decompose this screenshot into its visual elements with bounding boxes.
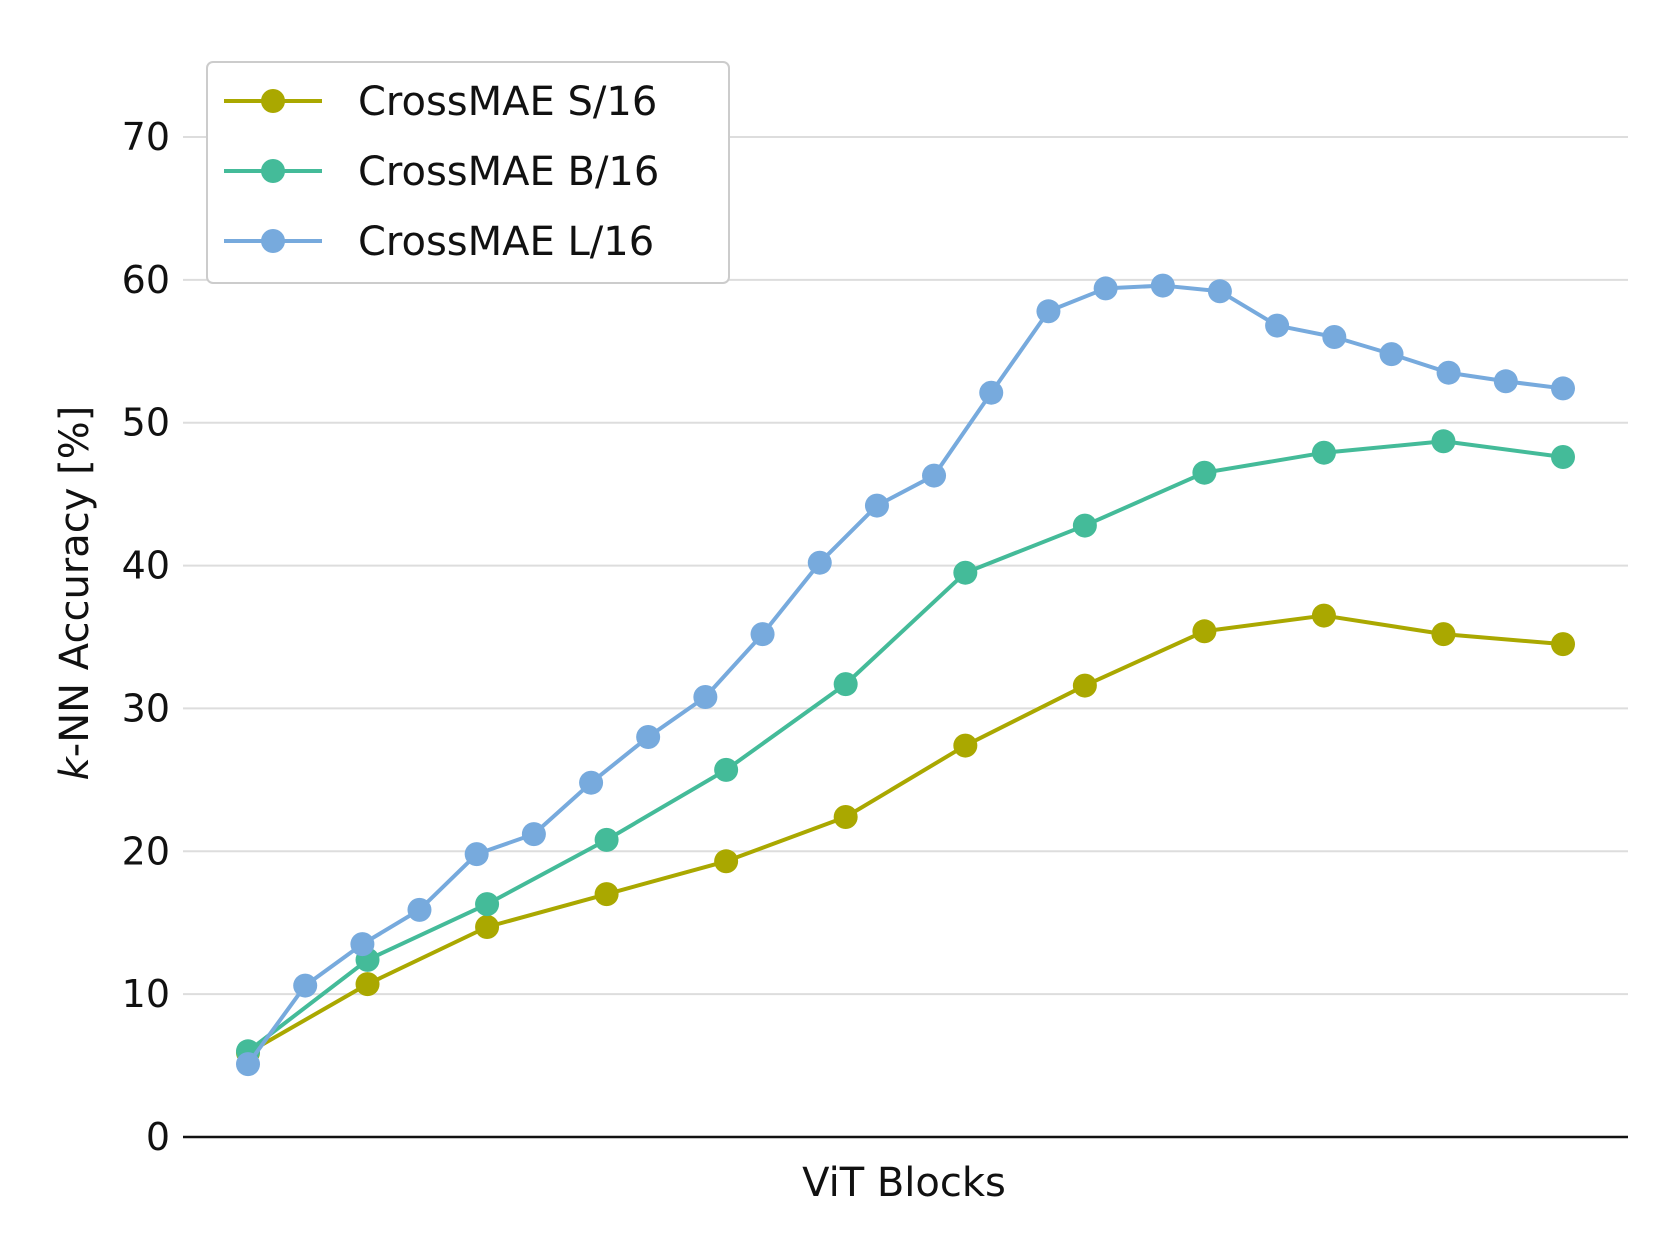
data-point: [833, 672, 858, 697]
data-point: [1551, 632, 1575, 657]
data-point: [693, 685, 718, 709]
legend-marker-3: [261, 229, 285, 253]
legend-label-3: CrossMAE L/16: [358, 219, 654, 265]
data-point: [1311, 440, 1336, 465]
legend-marker-2: [261, 159, 285, 183]
data-point: [636, 725, 661, 749]
data-point: [1436, 360, 1461, 385]
data-point: [579, 770, 604, 795]
data-point: [293, 973, 318, 998]
data-point: [1150, 273, 1175, 298]
y-tick-label-0: 0: [146, 1115, 170, 1159]
data-point: [1311, 603, 1336, 628]
data-point: [1192, 619, 1217, 644]
data-point: [1036, 299, 1061, 324]
data-point: [521, 822, 546, 847]
legend-label-1: CrossMAE S/16: [358, 79, 657, 125]
data-point: [1265, 313, 1290, 338]
data-point: [714, 849, 739, 874]
data-point: [807, 550, 832, 575]
data-point: [594, 882, 619, 907]
data-point: [922, 463, 947, 488]
data-point: [1431, 622, 1456, 647]
legend-frame: [206, 61, 730, 284]
data-point: [1551, 376, 1575, 401]
data-point: [1093, 276, 1118, 301]
data-point: [1551, 445, 1575, 469]
y-axis-label: k-NN Accuracy [%]: [52, 406, 98, 781]
series-line-2: [246, 439, 1564, 1053]
data-point: [594, 827, 619, 852]
y-tick-label-70: 70: [122, 115, 170, 159]
data-point: [750, 622, 775, 647]
data-point: [864, 493, 889, 518]
data-point: [1322, 325, 1347, 349]
y-axis-label-italic: k: [52, 755, 98, 780]
series-2: [236, 429, 1575, 1064]
data-point: [355, 972, 380, 997]
legend-marker-1: [261, 89, 285, 113]
data-point: [979, 380, 1004, 405]
data-point: [1379, 342, 1404, 367]
series-1: [236, 603, 1575, 1065]
y-tick-label-40: 40: [122, 544, 170, 588]
data-point: [833, 805, 858, 829]
y-tick-label-50: 50: [122, 401, 170, 445]
data-point: [350, 932, 375, 957]
y-tick-label-10: 10: [122, 972, 170, 1016]
data-point: [1493, 369, 1518, 394]
series-layer: [236, 273, 1575, 1077]
legend-label-2: CrossMAE B/16: [358, 149, 659, 195]
series-line-1: [247, 613, 1564, 1055]
data-point: [953, 733, 978, 758]
series-3: [236, 273, 1575, 1077]
data-point: [953, 560, 978, 585]
x-axis-label: ViT Blocks: [802, 1160, 1006, 1206]
data-point: [475, 915, 500, 939]
y-tick-label-30: 30: [122, 686, 170, 730]
y-tick-label-60: 60: [122, 258, 170, 302]
data-point: [1431, 429, 1456, 454]
y-axis-ticks: 0 10 20 30 40 50 60 70: [122, 115, 170, 1159]
data-point: [1207, 279, 1232, 304]
legend: CrossMAE S/16 CrossMAE B/16 CrossMAE L/16: [206, 61, 730, 284]
data-point: [236, 1052, 260, 1077]
y-tick-label-20: 20: [122, 829, 170, 873]
data-point: [407, 897, 432, 922]
data-point: [1072, 673, 1097, 698]
data-point: [714, 757, 739, 782]
data-point: [464, 842, 489, 867]
data-point: [1192, 460, 1217, 485]
data-point: [475, 892, 500, 917]
y-axis-label-rest: -NN Accuracy [%]: [52, 406, 98, 758]
data-point: [1072, 513, 1097, 538]
